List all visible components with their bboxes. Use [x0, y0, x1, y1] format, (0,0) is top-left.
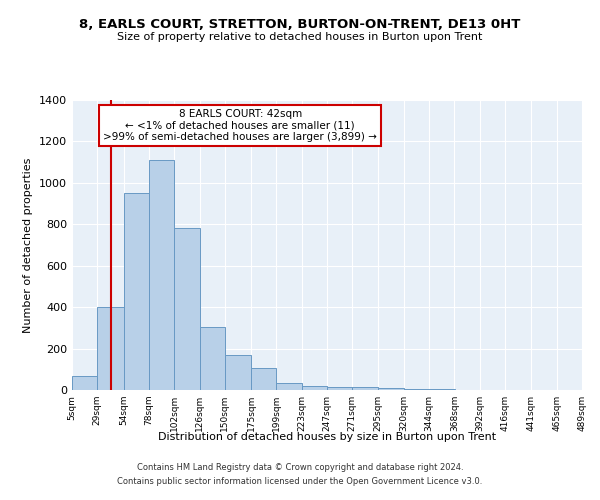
Bar [277, 383, 302, 390]
Bar [404, 389, 429, 390]
Bar [327, 387, 352, 390]
Text: Contains public sector information licensed under the Open Government Licence v3: Contains public sector information licen… [118, 477, 482, 486]
Text: Contains HM Land Registry data © Crown copyright and database right 2024.: Contains HM Land Registry data © Crown c… [137, 464, 463, 472]
Y-axis label: Number of detached properties: Number of detached properties [23, 158, 34, 332]
Text: Distribution of detached houses by size in Burton upon Trent: Distribution of detached houses by size … [158, 432, 496, 442]
Bar [97, 307, 124, 390]
Bar [199, 327, 225, 390]
Bar [124, 193, 149, 390]
Text: Size of property relative to detached houses in Burton upon Trent: Size of property relative to detached ho… [118, 32, 482, 42]
Bar [377, 388, 404, 390]
Text: 8 EARLS COURT: 42sqm
← <1% of detached houses are smaller (11)
>99% of semi-deta: 8 EARLS COURT: 42sqm ← <1% of detached h… [103, 108, 377, 142]
Bar [149, 160, 174, 390]
Bar [225, 355, 251, 390]
Bar [72, 376, 97, 390]
Bar [302, 386, 327, 390]
Bar [174, 228, 199, 390]
Bar [352, 388, 377, 390]
Text: 8, EARLS COURT, STRETTON, BURTON-ON-TRENT, DE13 0HT: 8, EARLS COURT, STRETTON, BURTON-ON-TREN… [79, 18, 521, 30]
Bar [251, 368, 277, 390]
